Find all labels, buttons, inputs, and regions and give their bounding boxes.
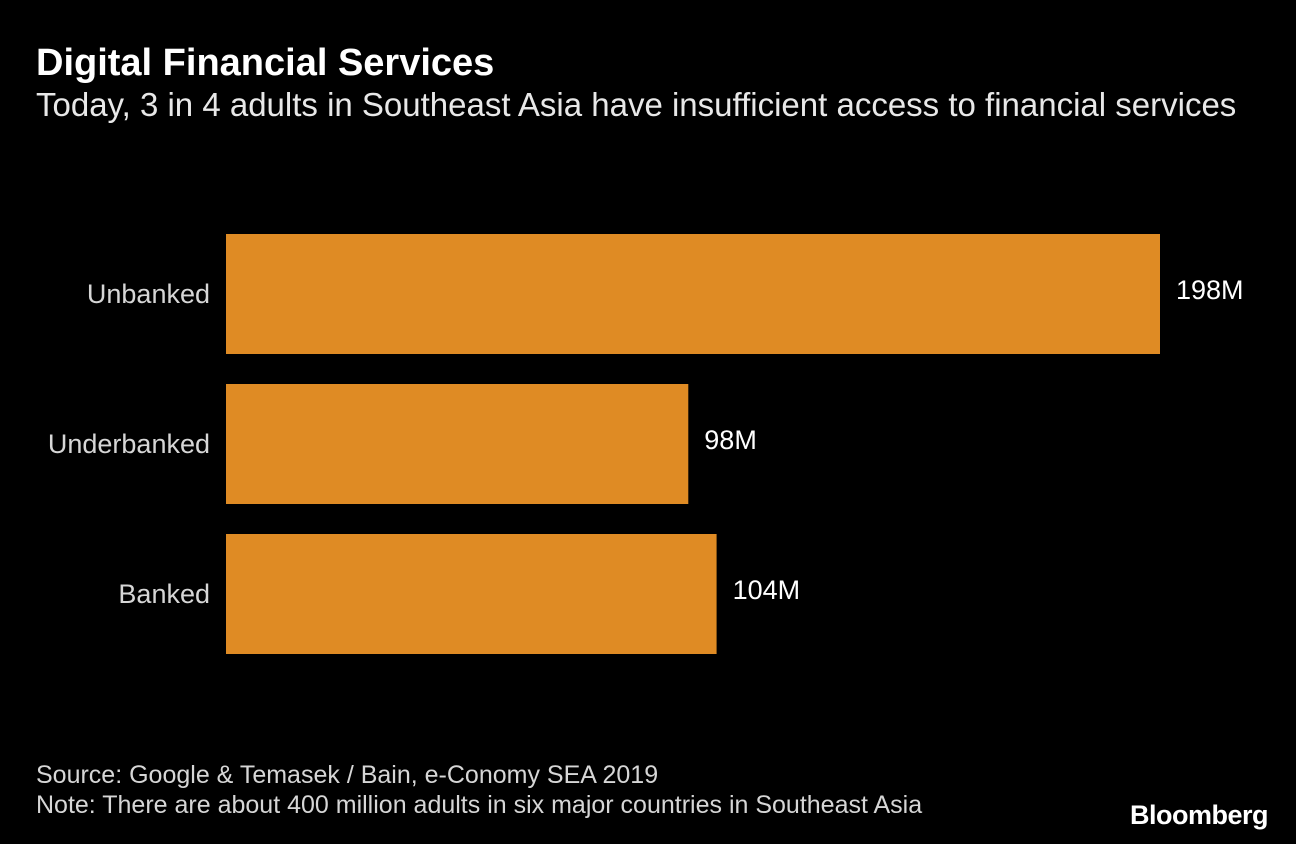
- chart-footer: Source: Google & Temasek / Bain, e-Conom…: [36, 760, 922, 820]
- bar-chart: Unbanked 198M Underbanked 98M Banked 104M: [48, 234, 1244, 654]
- value-label-unbanked: 198M: [1176, 275, 1244, 305]
- footnote: Note: There are about 400 million adults…: [36, 791, 923, 819]
- bar-underbanked: [226, 384, 689, 504]
- value-label-underbanked: 98M: [704, 425, 757, 455]
- bloomberg-logo: Bloomberg: [1129, 800, 1269, 830]
- source-note: Source: Google & Temasek / Bain, e-Conom…: [36, 761, 659, 789]
- chart-subtitle: Today, 3 in 4 adults in Southeast Asia h…: [36, 86, 1237, 123]
- chart-title: Digital Financial Services: [36, 42, 495, 84]
- category-label-underbanked: Underbanked: [48, 429, 210, 459]
- category-label-unbanked: Unbanked: [87, 279, 210, 309]
- bar-banked: [226, 534, 717, 654]
- category-label-banked: Banked: [118, 579, 210, 609]
- value-label-banked: 104M: [733, 575, 801, 605]
- bar-unbanked: [226, 234, 1160, 354]
